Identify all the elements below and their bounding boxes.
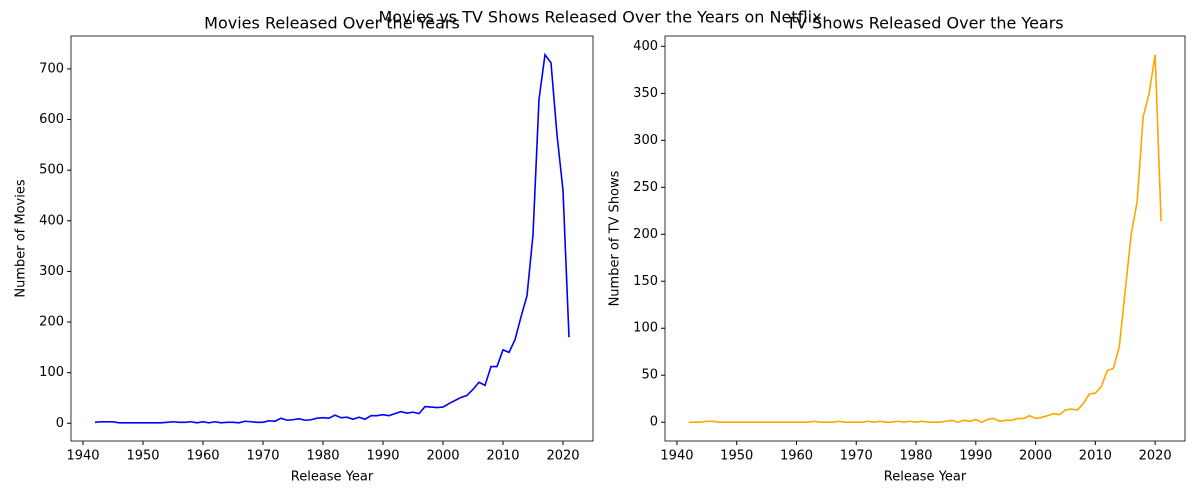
line <box>94 52 570 424</box>
y-tick-label: 250 <box>633 180 658 195</box>
x-axis-label: Release Year <box>884 470 967 485</box>
x-tick-label: 1980 <box>899 449 932 464</box>
y-tick-label: 50 <box>641 368 658 383</box>
figure-title: Movies vs TV Shows Released Over the Yea… <box>378 8 821 27</box>
x-tick-label: 2020 <box>546 449 579 464</box>
x-tick-label: 1940 <box>660 449 693 464</box>
x-tick-label: 2010 <box>486 449 519 464</box>
y-tick-label: 100 <box>633 321 658 336</box>
y-tick-label: 350 <box>633 86 658 101</box>
plot-frame <box>664 35 1186 442</box>
y-tick-label: 100 <box>39 365 64 380</box>
y-tick-label: 200 <box>633 227 658 242</box>
y-tick-label: 600 <box>39 112 64 127</box>
x-tick-label: 1960 <box>186 449 219 464</box>
y-tick-label: 500 <box>39 163 64 178</box>
x-axis-label: Release Year <box>291 470 374 485</box>
x-tick-label: 1980 <box>306 449 339 464</box>
y-tick-label: 0 <box>56 416 64 431</box>
y-tick-label: 700 <box>39 61 64 76</box>
x-tick-label: 1990 <box>959 449 992 464</box>
plot-frame <box>70 35 594 442</box>
x-tick-label: 1940 <box>66 449 99 464</box>
y-axis-label: Number of Movies <box>14 179 29 297</box>
y-tick-label: 150 <box>633 274 658 289</box>
x-tick-label: 1950 <box>126 449 159 464</box>
x-tick-label: 1990 <box>366 449 399 464</box>
subplot-title: TV Shows Released Over the Years <box>785 14 1063 33</box>
y-tick-label: 300 <box>39 264 64 279</box>
y-tick-label: 200 <box>39 315 64 330</box>
subplot-title: Movies Released Over the Years <box>204 14 460 33</box>
x-tick-label: 1950 <box>720 449 753 464</box>
y-tick-label: 400 <box>633 39 658 54</box>
x-tick-label: 2010 <box>1079 449 1112 464</box>
line <box>688 54 1162 424</box>
y-tick-label: 300 <box>633 133 658 148</box>
x-tick-label: 2020 <box>1139 449 1172 464</box>
x-tick-label: 2000 <box>1019 449 1052 464</box>
x-tick-label: 1960 <box>780 449 813 464</box>
x-tick-label: 1970 <box>246 449 279 464</box>
y-tick-label: 400 <box>39 213 64 228</box>
y-axis-label: Number of TV Shows <box>608 170 623 306</box>
y-tick-label: 0 <box>650 415 658 430</box>
x-tick-label: 1970 <box>840 449 873 464</box>
x-tick-label: 2000 <box>426 449 459 464</box>
